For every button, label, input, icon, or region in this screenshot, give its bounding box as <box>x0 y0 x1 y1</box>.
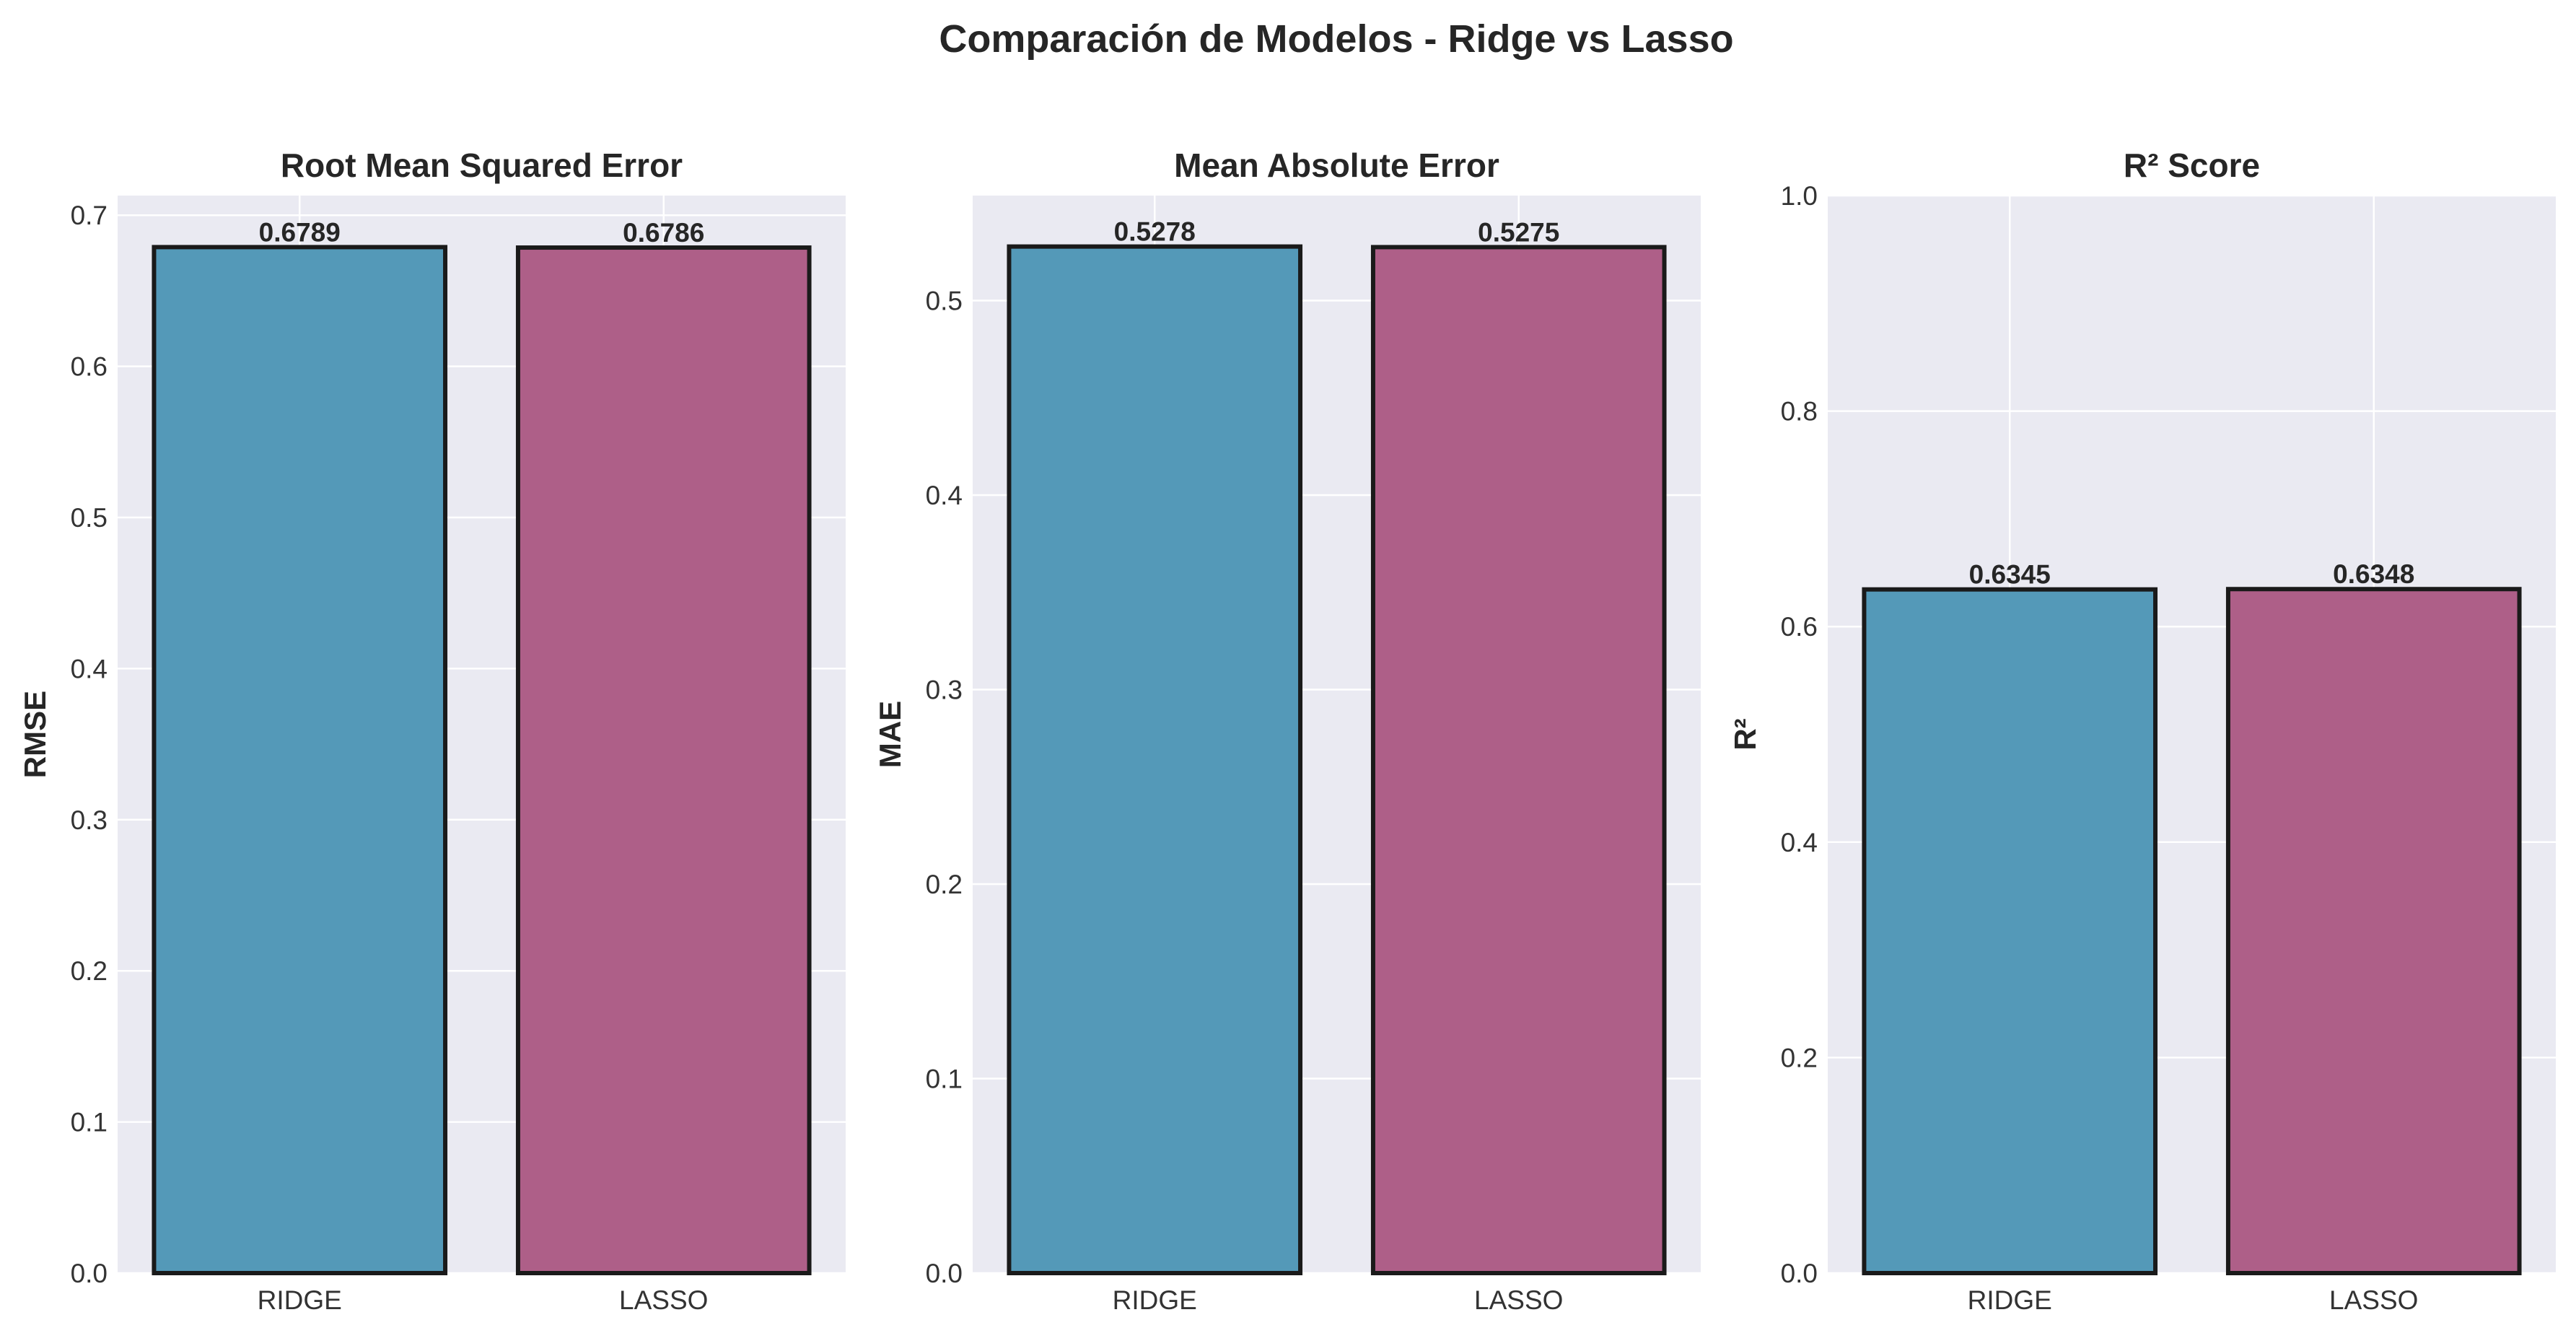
panel-title: Root Mean Squared Error <box>281 147 683 184</box>
bar-ridge <box>1007 244 1303 1276</box>
bar-lasso <box>515 245 812 1275</box>
y-tick-label: 0.2 <box>926 870 963 899</box>
y-tick-label: 0.1 <box>926 1065 963 1094</box>
bar-lasso <box>1370 245 1667 1276</box>
bar-value-label: 0.6348 <box>2333 559 2414 589</box>
y-tick-label: 0.2 <box>1781 1043 1818 1072</box>
figure-title: Comparación de Modelos - Ridge vs Lasso <box>939 17 1733 61</box>
x-tick-label: RIDGE <box>1113 1285 1197 1315</box>
x-tick-label: RIDGE <box>1968 1285 2052 1315</box>
panel-2: 0.5278 0.5275 0.0 0.1 0.2 0.3 0.4 0.5 RIDGE LASSO… <box>873 147 1701 1315</box>
y-tick-label: 0.1 <box>71 1108 108 1137</box>
x-tick-label: LASSO <box>619 1285 708 1315</box>
y-tick-label: 0.3 <box>71 805 108 835</box>
y-tick-label: 0.4 <box>71 654 108 683</box>
y-axis-label: MAE <box>873 701 907 768</box>
panel-1: 0.6789 0.6786 0.0 0.1 0.2 0.3 0.4 0.5 0.6 0.7 RIDG… <box>18 147 846 1315</box>
y-tick-label: 0.7 <box>71 201 108 230</box>
bar-value-label: 0.6345 <box>1969 560 2051 590</box>
y-tick-label: 0.5 <box>926 287 963 316</box>
panel-3: 0.6345 0.6348 0.0 0.2 0.4 0.6 0.8 1.0 RIDGE LASSO… <box>1728 147 2556 1315</box>
x-tick-label: RIDGE <box>258 1285 342 1315</box>
bar-lasso <box>2225 587 2522 1275</box>
y-tick-label: 1.0 <box>1781 181 1818 211</box>
panel-title: R² Score <box>2124 147 2260 184</box>
x-tick-label: LASSO <box>2329 1285 2418 1315</box>
y-axis-label: R² <box>1728 718 1762 750</box>
y-tick-label: 0.6 <box>1781 612 1818 642</box>
chart-panels: 0.6789 0.6786 0.0 0.1 0.2 0.3 0.4 0.5 0.6 0.7 RIDG… <box>18 147 2556 1315</box>
panel-title: Mean Absolute Error <box>1174 147 1499 184</box>
y-tick-label: 0.2 <box>71 956 108 986</box>
bar-ridge <box>1862 587 2158 1275</box>
y-tick-label: 0.8 <box>1781 397 1818 427</box>
bar-value-label: 0.5275 <box>1478 217 1559 247</box>
y-tick-label: 0.0 <box>926 1259 963 1288</box>
bar-value-label: 0.6789 <box>259 217 341 247</box>
y-tick-label: 0.4 <box>1781 828 1818 857</box>
y-tick-label: 0.5 <box>71 503 108 533</box>
bar-ridge <box>152 245 448 1276</box>
y-tick-label: 0.3 <box>926 676 963 705</box>
y-tick-label: 0.0 <box>1781 1259 1818 1288</box>
y-axis-label: RMSE <box>18 691 52 778</box>
x-tick-label: LASSO <box>1474 1285 1563 1315</box>
y-tick-label: 0.4 <box>926 481 963 510</box>
bar-value-label: 0.6786 <box>623 218 704 248</box>
bar-value-label: 0.5278 <box>1114 217 1196 247</box>
y-tick-label: 0.6 <box>71 352 108 382</box>
y-tick-label: 0.0 <box>71 1259 108 1288</box>
